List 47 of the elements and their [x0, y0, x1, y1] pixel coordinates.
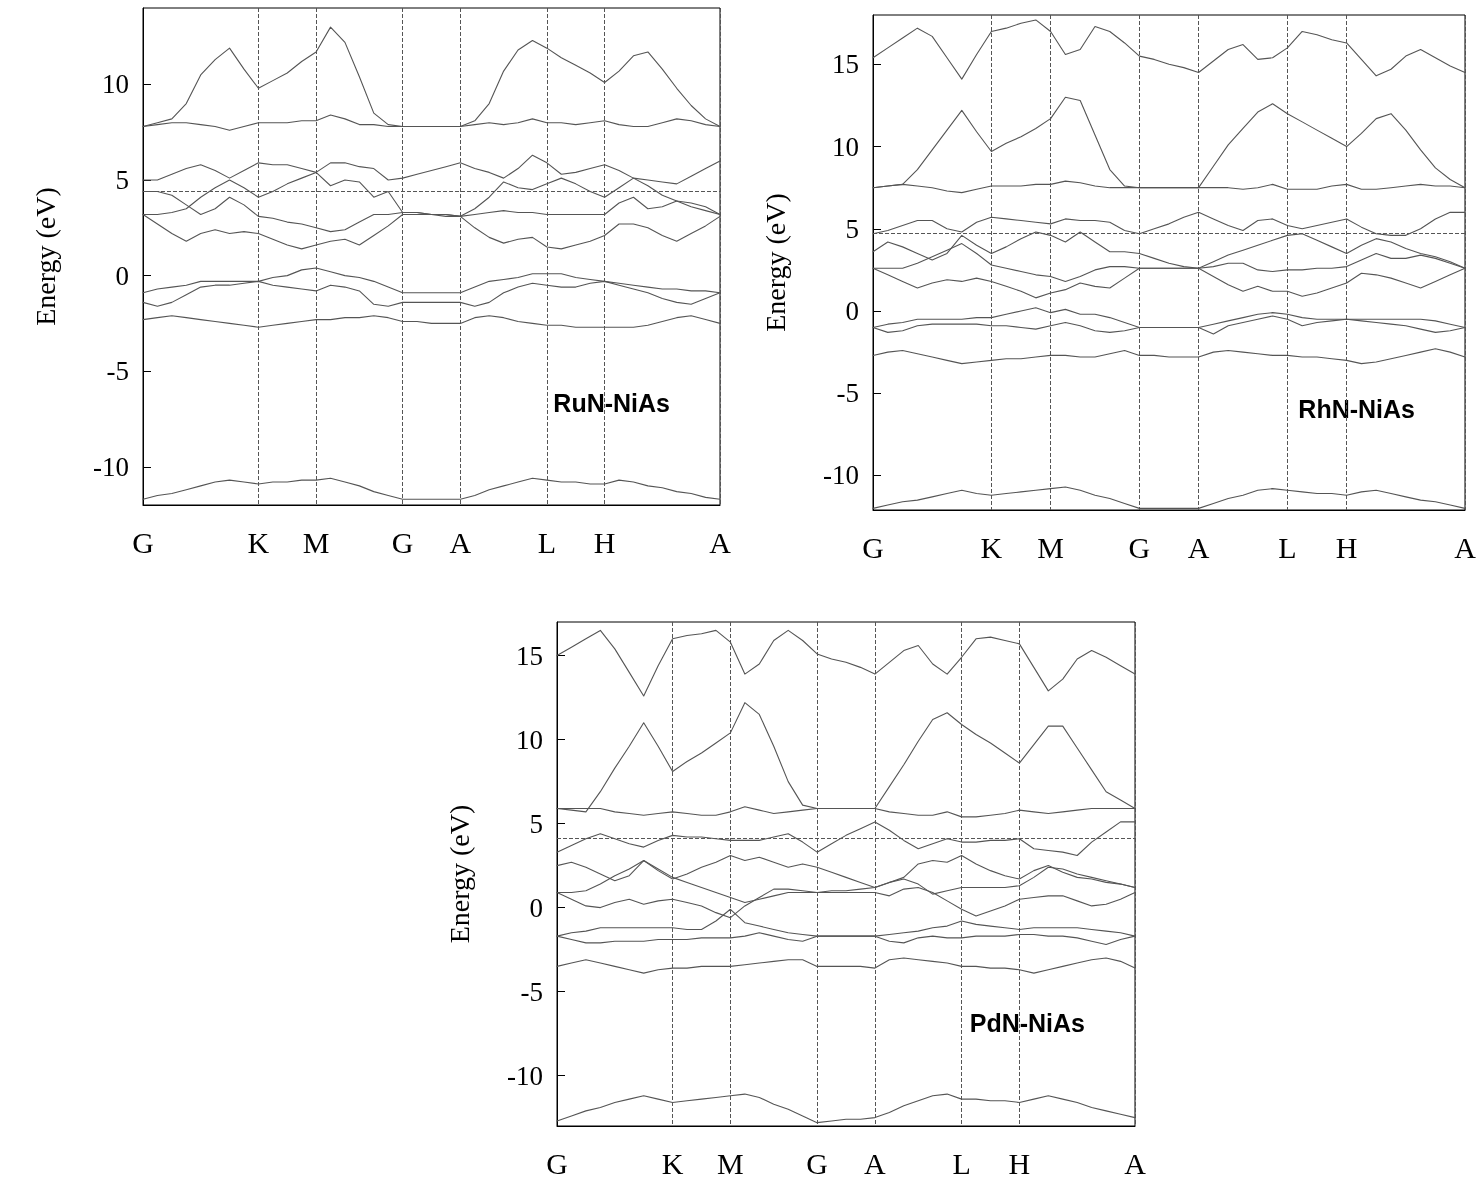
x-tick-label: H — [1335, 530, 1358, 564]
x-tick-label: G — [862, 530, 884, 564]
x-tick-label: A — [864, 1146, 887, 1180]
y-tick-label: 15 — [832, 49, 859, 80]
y-tick-label: -5 — [520, 976, 543, 1007]
y-tick-label: -10 — [823, 460, 859, 491]
y-tick-label: 0 — [845, 296, 859, 327]
x-tick-label: G — [391, 525, 414, 559]
annotation: RuN-NiAs — [553, 389, 671, 418]
y-tick-label: 0 — [529, 892, 543, 923]
x-tick-label: L — [952, 1146, 971, 1180]
y-tick-label: 5 — [529, 808, 543, 839]
x-tick-label: L — [537, 525, 557, 559]
annotation: RhN-NiAs — [1298, 394, 1416, 423]
x-tick-label: G — [1128, 530, 1151, 564]
x-tick-label: A — [449, 525, 472, 559]
x-tick-label: G — [806, 1146, 828, 1180]
y-tick-label: -10 — [93, 451, 129, 482]
annotation: PdN-NiAs — [969, 1008, 1086, 1037]
y-tick-label: 0 — [115, 260, 129, 291]
x-tick-label: K — [661, 1146, 684, 1180]
y-tick-label: 10 — [516, 724, 543, 755]
x-tick-label: L — [1278, 530, 1297, 564]
x-tick-label: K — [980, 530, 1003, 564]
x-tick-label: A — [1124, 1146, 1147, 1180]
x-tick-label: G — [132, 525, 154, 559]
x-tick-label: G — [546, 1146, 568, 1180]
y-axis-title: Energy (eV) — [29, 187, 61, 326]
x-tick-label: M — [717, 1146, 744, 1180]
y-tick-label: -10 — [507, 1060, 543, 1091]
x-tick-label: M — [1037, 530, 1064, 564]
x-tick-label: H — [593, 525, 616, 559]
y-tick-label: 15 — [516, 640, 543, 671]
x-tick-label: H — [1008, 1146, 1031, 1180]
y-tick-label: -5 — [106, 356, 129, 387]
x-tick-label: K — [247, 525, 270, 559]
y-tick-label: 5 — [845, 213, 859, 244]
y-tick-label: 10 — [832, 131, 859, 162]
y-axis-title: Energy (eV) — [443, 804, 475, 944]
x-tick-label: M — [302, 525, 330, 559]
x-tick-label: A — [1454, 530, 1477, 564]
x-tick-label: A — [1187, 530, 1210, 564]
y-tick-label: -5 — [836, 378, 859, 409]
y-axis-title: Energy (eV) — [759, 193, 791, 332]
y-tick-label: 10 — [102, 69, 129, 100]
y-tick-label: 5 — [115, 165, 129, 196]
x-tick-label: A — [709, 525, 732, 559]
